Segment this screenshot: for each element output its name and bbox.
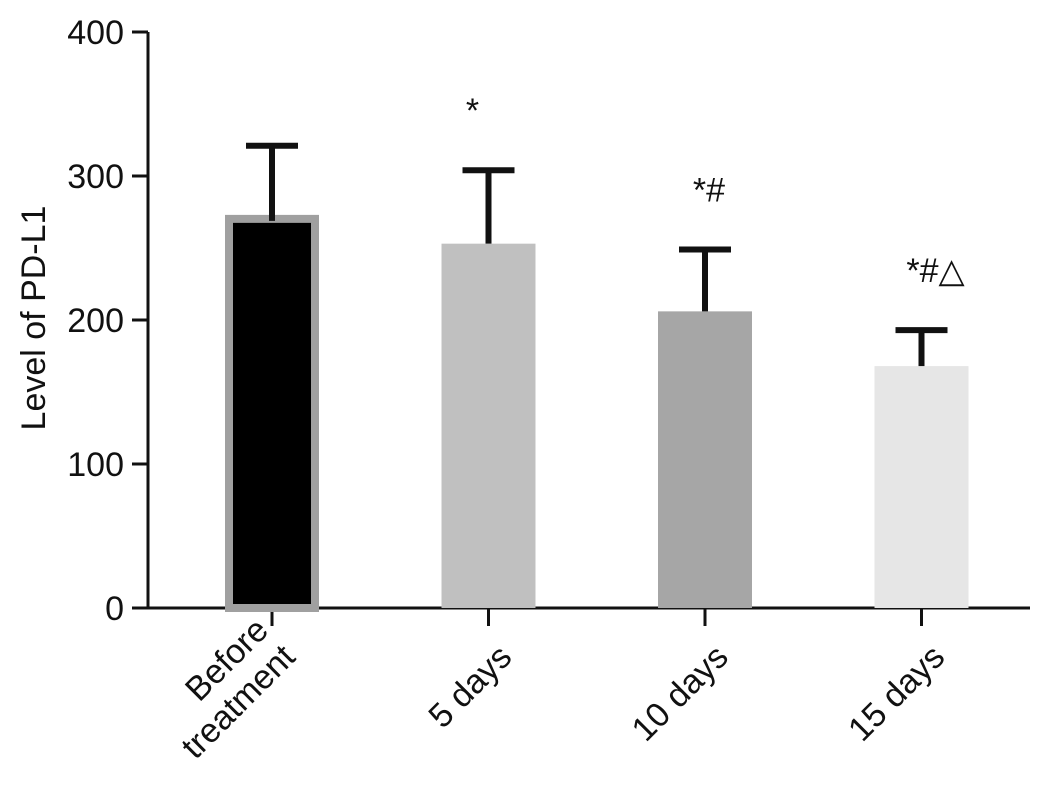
y-tick-label: 200 — [67, 302, 124, 340]
x-category-label: 15 days — [841, 638, 952, 749]
error-bars — [246, 142, 948, 367]
significance-marker: *# — [693, 171, 725, 209]
y-tick-label: 100 — [67, 446, 124, 484]
significance-marker: * — [466, 92, 479, 130]
x-axis: Beforetreatment 5 days 10 days 15 days — [147, 606, 1030, 766]
significance-marker: *#△ — [906, 252, 965, 290]
bar — [658, 311, 752, 608]
y-tick-label: 0 — [105, 590, 124, 628]
y-tick-label: 300 — [67, 158, 124, 196]
x-category-label-line: 5 days — [421, 638, 519, 736]
x-category-label: Beforetreatment — [147, 610, 303, 766]
x-category-label-line: 10 days — [625, 638, 736, 749]
bar — [874, 366, 969, 608]
x-category-label: 10 days — [625, 638, 736, 749]
bar — [225, 214, 319, 612]
y-axis: 0 100 200 300 400 — [67, 14, 150, 628]
bar — [441, 243, 536, 608]
significance-annotations: * *# *#△ — [466, 92, 966, 290]
y-axis-title: Level of PD-L1 — [15, 206, 53, 431]
bars — [225, 214, 969, 612]
x-category-label-line: 15 days — [841, 638, 952, 749]
y-tick-label: 400 — [67, 14, 124, 52]
x-category-label: 5 days — [421, 638, 519, 736]
